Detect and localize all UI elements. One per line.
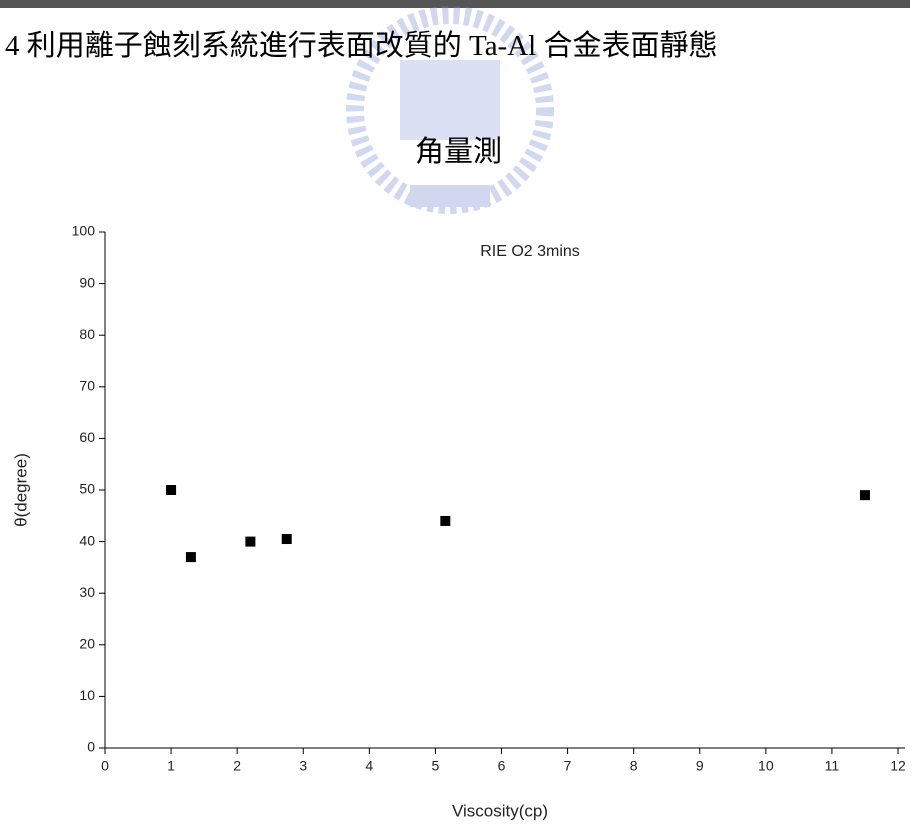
y-tick-label: 40 xyxy=(79,532,95,548)
x-tick-label: 2 xyxy=(233,758,241,774)
x-tick-label: 12 xyxy=(890,758,906,774)
x-tick-label: 9 xyxy=(696,758,704,774)
point xyxy=(245,537,255,547)
x-tick-label: 1 xyxy=(167,758,175,774)
x-tick-label: 6 xyxy=(498,758,506,774)
y-tick-label: 90 xyxy=(79,274,95,290)
y-tick-label: 30 xyxy=(79,584,95,600)
point xyxy=(440,516,450,526)
point xyxy=(186,552,196,562)
x-tick-label: 5 xyxy=(432,758,440,774)
y-tick-label: 10 xyxy=(79,687,95,703)
caption-line: 4 利用離子蝕刻系統進行表面改質的 Ta-Al 合金表面靜態 xyxy=(5,22,717,64)
x-tick-label: 8 xyxy=(630,758,638,774)
y-tick-label: 80 xyxy=(79,326,95,342)
y-tick-label: 0 xyxy=(87,739,95,755)
x-tick-label: 7 xyxy=(564,758,572,774)
y-tick-label: 70 xyxy=(79,378,95,394)
x-tick-label: 10 xyxy=(758,758,774,774)
page: RIE O2 3mins Viscosity(cp) θ(degree) 010… xyxy=(0,0,917,827)
chart: RIE O2 3mins Viscosity(cp) θ(degree) 010… xyxy=(0,0,917,827)
x-tick-label: 11 xyxy=(825,758,840,774)
point xyxy=(282,534,292,544)
y-tick-label: 20 xyxy=(79,636,95,652)
x-axis-label: Viscosity(cp) xyxy=(452,801,548,820)
x-tick-label: 0 xyxy=(101,758,109,774)
y-tick-label: 60 xyxy=(79,429,95,445)
y-tick-label: 50 xyxy=(79,481,95,497)
caption-line: 角量測 xyxy=(415,128,502,170)
x-tick-label: 4 xyxy=(365,758,373,774)
point xyxy=(860,490,870,500)
point xyxy=(166,485,176,495)
y-axis-label: θ(degree) xyxy=(11,453,30,527)
y-tick-label: 100 xyxy=(72,223,96,239)
chart-title: RIE O2 3mins xyxy=(480,243,580,260)
x-tick-label: 3 xyxy=(299,758,307,774)
